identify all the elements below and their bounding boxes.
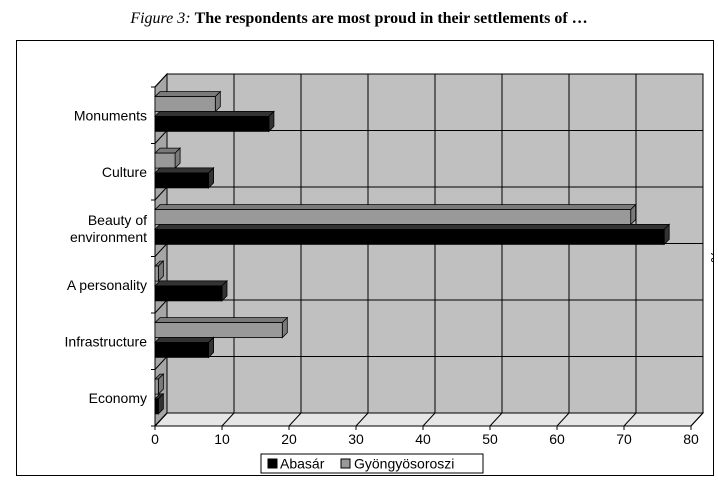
- bar-top: [154, 91, 222, 98]
- side-wall-separator: [154, 412, 168, 427]
- category-label: Beauty of: [88, 212, 147, 228]
- legend-swatch: [267, 458, 278, 469]
- bar-top: [154, 110, 275, 117]
- floor-gridline: [288, 412, 302, 427]
- figure-caption: Figure 3: The respondents are most proud…: [0, 10, 718, 28]
- x-tick-label: 70: [616, 431, 632, 447]
- legend-label: Abasár: [280, 456, 325, 472]
- category-label: environment: [70, 229, 147, 245]
- bar-top: [154, 204, 637, 211]
- bar-top: [154, 336, 215, 343]
- bar-chart: 0 10 20 30 40 50 60 70 80 Monuments Culture Beauty …: [65, 72, 713, 474]
- legend-label: Gyöngyösoroszi: [354, 456, 454, 472]
- legend-box: [260, 453, 484, 474]
- floor-gridline: [623, 412, 637, 427]
- bar-top: [154, 167, 215, 174]
- side-wall-separator: [154, 130, 168, 144]
- floor-gridline: [221, 412, 235, 427]
- side-wall-separator: [154, 73, 168, 88]
- chart-area: 0 10 20 30 40 50 60 70 80 Monuments Culture Beauty …: [16, 40, 714, 476]
- side-wall-separator: [154, 186, 168, 201]
- category-label: Economy: [89, 390, 147, 406]
- x-tick-label: 20: [281, 431, 297, 447]
- bar: [154, 378, 159, 395]
- x-tick-label: 80: [683, 431, 699, 447]
- caption-lead: Figure 3:: [130, 10, 191, 27]
- bar: [154, 209, 632, 226]
- x-tick-label: 60: [549, 431, 565, 447]
- bar: [154, 115, 270, 132]
- bar-top: [154, 223, 671, 230]
- bar-top: [154, 317, 289, 324]
- bar: [154, 285, 223, 302]
- category-label: A personality: [67, 277, 147, 293]
- bar: [154, 96, 216, 113]
- x-tick-label: 10: [214, 431, 230, 447]
- bar: [154, 322, 283, 339]
- category-label: Infrastructure: [65, 333, 148, 349]
- x-axis-label: %: [708, 250, 713, 262]
- bar: [154, 152, 176, 169]
- x-tick-label: 0: [151, 431, 159, 447]
- category-label: Monuments: [74, 107, 147, 123]
- bar-top: [154, 280, 228, 287]
- side-wall-separator: [154, 356, 168, 370]
- bar: [154, 265, 159, 282]
- floor-gridline: [489, 412, 503, 427]
- floor-gridline: [690, 412, 704, 427]
- side-wall-separator: [154, 299, 168, 314]
- chart-title: The respondents are most proud in their …: [194, 10, 588, 27]
- floor-gridline: [355, 412, 369, 427]
- bar: [154, 172, 209, 189]
- side-wall-separator: [154, 243, 168, 257]
- category-label: Culture: [102, 164, 147, 180]
- x-tick-label: 50: [482, 431, 498, 447]
- floor-gridline: [556, 412, 570, 427]
- legend-swatch: [340, 458, 351, 469]
- x-tick-label: 40: [415, 431, 431, 447]
- x-tick-label: 30: [348, 431, 364, 447]
- bar: [154, 341, 209, 358]
- bar: [154, 398, 159, 415]
- floor-gridline: [422, 412, 436, 427]
- bar: [154, 228, 665, 245]
